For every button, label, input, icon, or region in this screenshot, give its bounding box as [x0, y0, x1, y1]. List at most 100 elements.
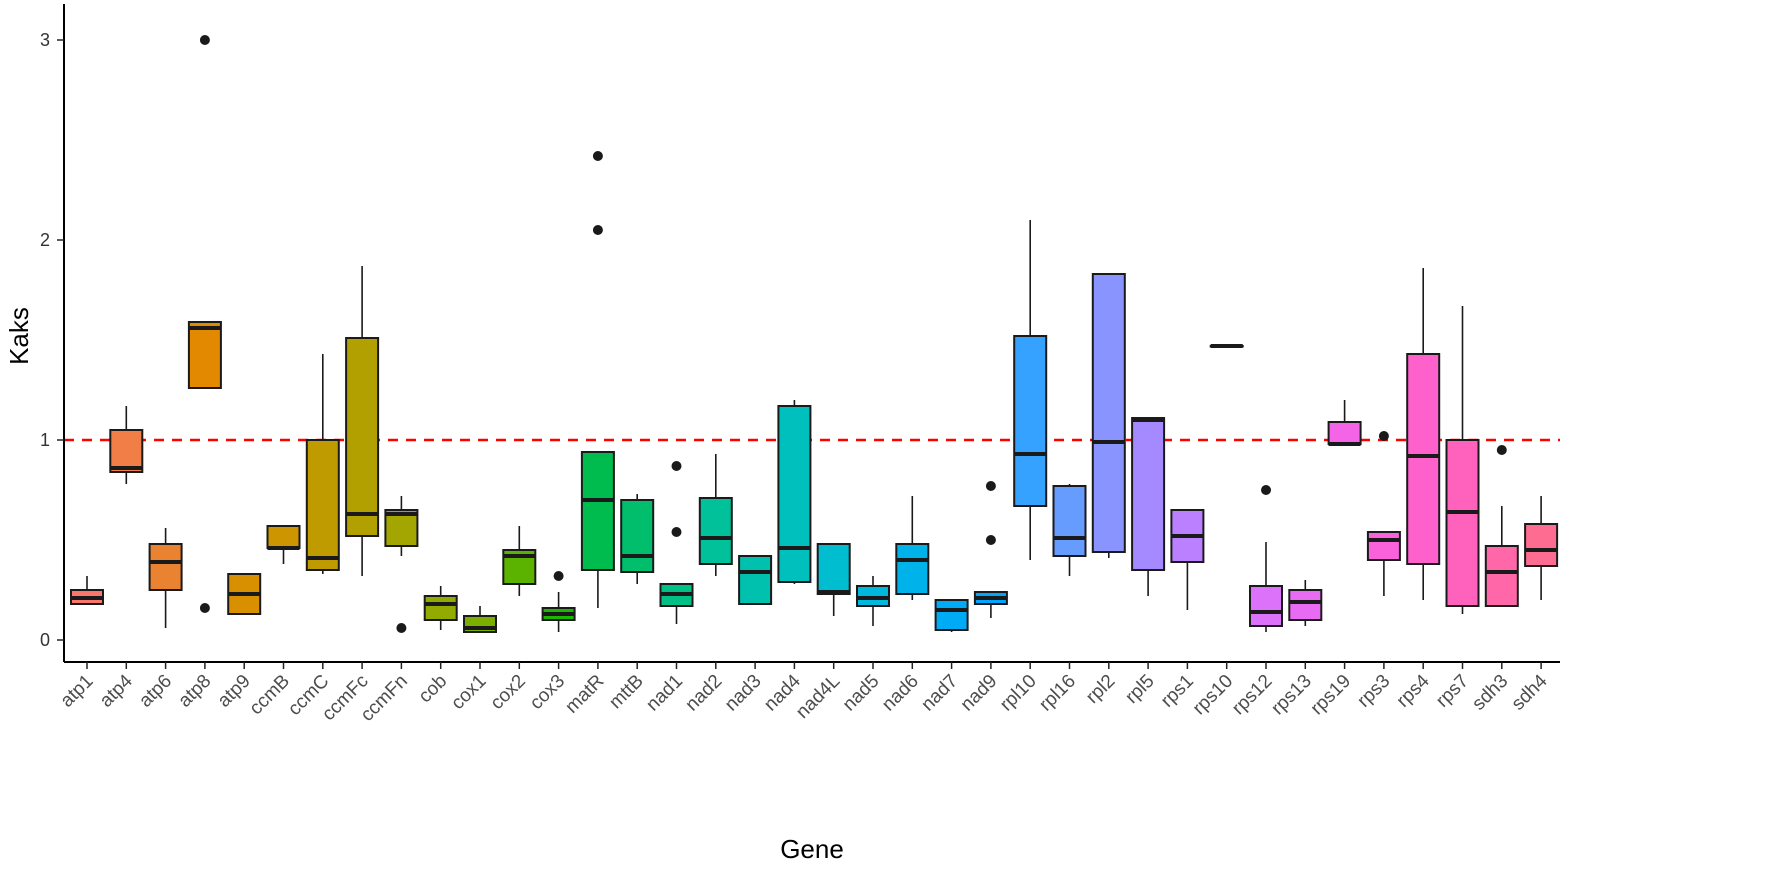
x-tick-label-atp1: atp1 — [57, 671, 98, 712]
box-nad2 — [698, 454, 733, 576]
box-nad1 — [659, 461, 694, 624]
box-atp4 — [109, 406, 144, 484]
box-rpl10 — [1013, 220, 1048, 560]
box-body-atp8 — [187, 321, 222, 389]
box-body-atp4 — [109, 429, 144, 473]
x-tick-label-nad2: nad2 — [682, 671, 727, 716]
box-body-matR — [580, 451, 615, 571]
y-tick-label-0: 0 — [40, 630, 50, 650]
outlier-ccmFn-0 — [396, 623, 407, 633]
box-ccmC — [305, 354, 340, 574]
box-rps13 — [1288, 580, 1323, 626]
box-body-nad7 — [934, 599, 969, 631]
box-mttB — [620, 494, 655, 584]
box-body-nad6 — [895, 543, 930, 595]
box-atp9 — [227, 573, 262, 615]
box-nad4 — [777, 400, 812, 584]
box-cox1 — [463, 606, 497, 633]
x-tick-label-rpl2: rpl2 — [1082, 671, 1119, 708]
box-body-ccmB — [266, 525, 301, 549]
x-tick-label-nad9: nad9 — [957, 671, 1002, 716]
box-nad5 — [856, 576, 890, 626]
box-body-nad4L — [816, 543, 851, 595]
box-body-ccmFc — [345, 337, 380, 537]
box-rpl2 — [1091, 273, 1126, 558]
outlier-cox3-0 — [553, 571, 564, 581]
box-rps1 — [1170, 509, 1205, 610]
x-tick-label-ccmB: ccmB — [246, 671, 294, 719]
axis-layer: 0123atp1atp4atp6atp8atp9ccmBccmCccmFcccm… — [40, 4, 1560, 726]
box-rpl16 — [1052, 484, 1087, 576]
box-ccmFc — [345, 266, 380, 576]
x-tick-label-mttB: mttB — [605, 671, 647, 713]
outlier-atp8-1 — [199, 603, 210, 613]
box-cox3 — [541, 571, 576, 632]
x-tick-label-rpl16: rpl16 — [1035, 671, 1080, 716]
box-nad9 — [973, 481, 1008, 618]
x-tick-label-sdh3: sdh3 — [1468, 671, 1512, 715]
box-sdh3 — [1484, 445, 1519, 607]
outlier-sdh3-0 — [1496, 445, 1507, 455]
x-tick-label-rps10: rps10 — [1189, 671, 1237, 719]
box-rps3 — [1366, 431, 1401, 596]
box-body-rps4 — [1406, 353, 1441, 565]
outlier-rps12-0 — [1261, 485, 1271, 495]
box-body-nad2 — [698, 497, 733, 565]
box-rps19 — [1327, 400, 1362, 446]
box-rps12 — [1249, 485, 1283, 632]
box-rps10 — [1209, 344, 1244, 348]
y-tick-label-1: 1 — [40, 430, 50, 450]
box-layer — [70, 35, 1559, 633]
box-body-sdh4 — [1524, 523, 1559, 567]
x-tick-label-cox3: cox3 — [526, 671, 569, 714]
box-body-ccmC — [305, 439, 340, 571]
x-tick-label-matR: matR — [561, 671, 608, 718]
box-rps4 — [1406, 268, 1441, 600]
x-tick-label-cox2: cox2 — [487, 671, 530, 714]
outlier-nad1-1 — [671, 527, 682, 537]
box-atp8 — [187, 35, 222, 613]
y-tick-label-2: 2 — [40, 230, 50, 250]
x-tick-label-nad5: nad5 — [839, 671, 884, 716]
x-tick-label-rps4: rps4 — [1393, 670, 1434, 711]
x-tick-label-rps12: rps12 — [1228, 671, 1276, 719]
box-sdh4 — [1524, 496, 1559, 600]
box-body-rps19 — [1327, 421, 1362, 445]
y-tick-label-3: 3 — [40, 30, 50, 50]
box-body-rpl5 — [1131, 417, 1166, 571]
x-tick-label-nad7: nad7 — [917, 671, 962, 716]
box-ccmFn — [384, 496, 419, 633]
box-matR — [580, 151, 615, 608]
x-tick-label-rpl10: rpl10 — [996, 671, 1041, 716]
outlier-matR-1 — [592, 225, 603, 235]
box-atp6 — [148, 528, 183, 628]
x-tick-label-atp6: atp6 — [135, 671, 176, 712]
x-tick-label-rpl5: rpl5 — [1121, 671, 1158, 708]
box-ccmB — [266, 525, 301, 564]
box-rpl5 — [1131, 417, 1166, 596]
box-rps7 — [1445, 306, 1480, 614]
box-atp1 — [70, 576, 104, 605]
box-body-rpl10 — [1013, 335, 1048, 507]
x-tick-label-rps13: rps13 — [1267, 671, 1315, 719]
x-tick-label-rps3: rps3 — [1353, 671, 1394, 712]
box-nad4L — [816, 543, 851, 616]
box-body-rps12 — [1249, 585, 1283, 627]
outlier-nad9-1 — [985, 535, 996, 545]
x-tick-label-atp4: atp4 — [96, 670, 137, 711]
outlier-nad9-0 — [985, 481, 996, 491]
outlier-nad1-0 — [671, 461, 682, 471]
outlier-rps3-0 — [1378, 431, 1389, 441]
x-tick-label-rps7: rps7 — [1432, 671, 1473, 712]
outlier-matR-0 — [592, 151, 603, 161]
x-axis-title: Gene — [780, 834, 844, 864]
x-tick-label-sdh4: sdh4 — [1508, 670, 1552, 714]
box-nad6 — [895, 496, 930, 600]
box-body-nad4 — [777, 405, 812, 583]
box-cob — [423, 586, 458, 630]
box-body-atp6 — [148, 543, 183, 591]
box-body-rps3 — [1366, 531, 1401, 561]
x-tick-label-cob: cob — [415, 671, 452, 708]
